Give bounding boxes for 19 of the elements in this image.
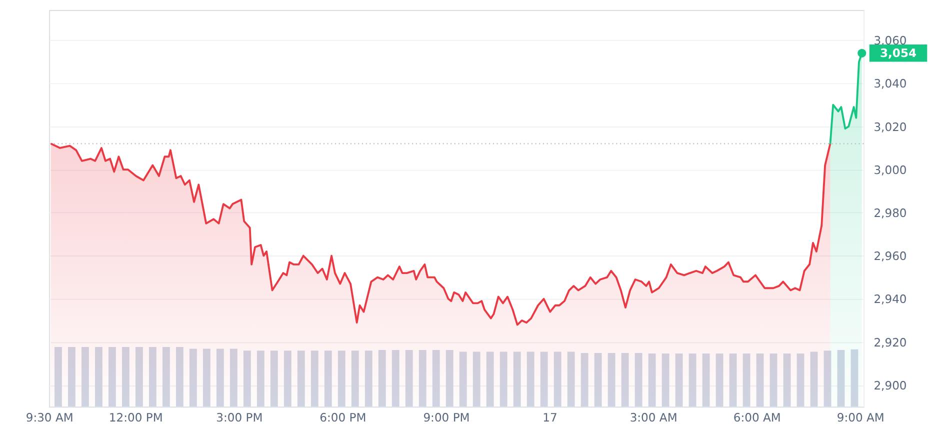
y-tick-label: 2,940 <box>874 292 907 306</box>
y-tick-label: 2,960 <box>874 249 907 264</box>
y-tick-label: 3,060 <box>874 34 907 48</box>
x-tick-label: 9:00 AM <box>836 410 884 425</box>
y-tick-label: 3,000 <box>874 162 907 177</box>
x-tick-label: 9:30 AM <box>26 410 74 425</box>
y-tick-label: 3,040 <box>874 76 907 91</box>
y-tick-label: 2,900 <box>874 378 907 392</box>
x-tick-label: 3:00 PM <box>216 410 263 425</box>
text: 3,054 <box>880 46 917 60</box>
x-tick-label: 9:00 PM <box>423 410 470 425</box>
y-tick-label: 2,980 <box>874 206 907 220</box>
x-tick-label: 12:00 PM <box>108 410 163 425</box>
x-tick-label: 6:00 PM <box>320 410 366 425</box>
y-tick-label: 2,920 <box>874 335 907 350</box>
x-tick-label: 17 <box>542 410 558 425</box>
x-tick-label: 6:00 AM <box>733 410 781 425</box>
y-tick-label: 3,020 <box>874 120 907 134</box>
x-tick-label: 3:00 AM <box>630 410 678 425</box>
